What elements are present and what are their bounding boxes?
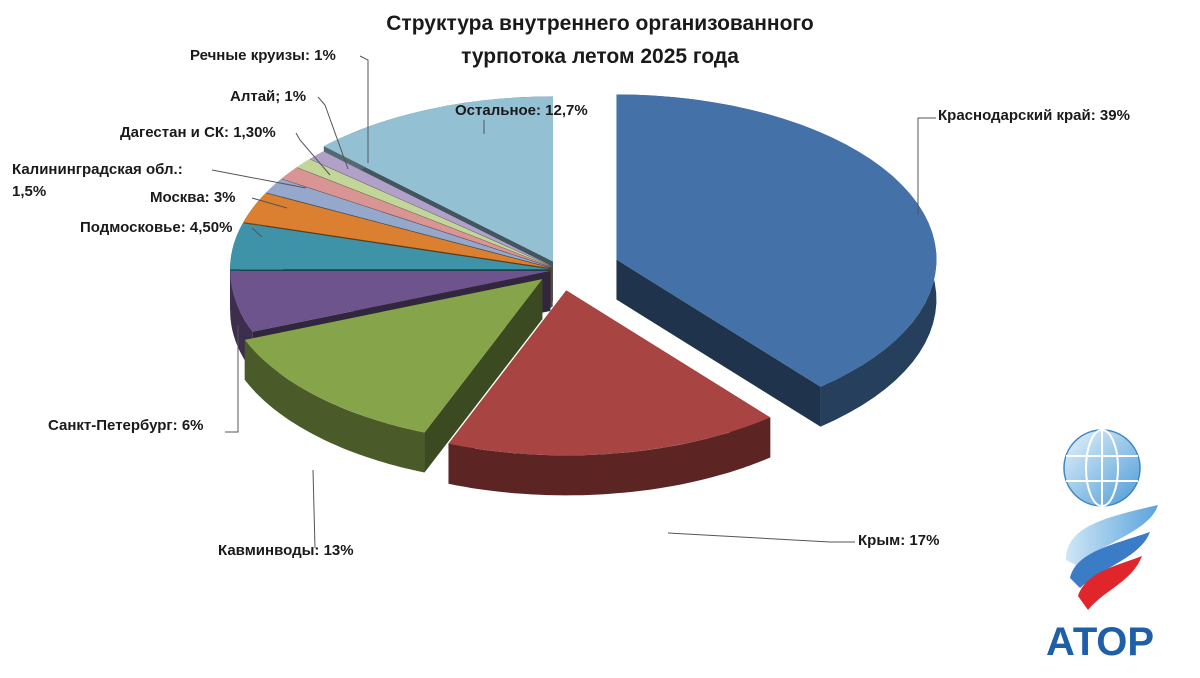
pie-slice-1 bbox=[448, 290, 771, 496]
logo-text: АТОР bbox=[1046, 620, 1154, 664]
flag-swoosh-icon bbox=[1066, 505, 1158, 610]
leader-line-3 bbox=[225, 325, 239, 433]
leader-line-6 bbox=[211, 169, 307, 189]
pie-slice-0 bbox=[616, 94, 937, 427]
slice-label-1: Крым: 17% bbox=[858, 532, 939, 549]
slice-label-2: Кавминводы: 13% bbox=[218, 542, 354, 559]
slice-label-4: Подмосковье: 4,50% bbox=[80, 219, 232, 236]
leader-line-9 bbox=[359, 55, 369, 163]
slice-label-10: Остальное: 12,7% bbox=[455, 102, 588, 119]
slice-label-3: Санкт-Петербург: 6% bbox=[48, 417, 204, 434]
leader-line-1 bbox=[667, 532, 855, 543]
globe-icon bbox=[1063, 429, 1141, 507]
leader-line-0 bbox=[917, 117, 936, 215]
ator-logo: АТОР bbox=[1046, 429, 1158, 664]
leader-line-2 bbox=[312, 469, 316, 549]
pie-slice-2 bbox=[244, 279, 543, 473]
slice-label-8: Алтай; 1% bbox=[230, 88, 306, 105]
chart-title-line-2: турпотока летом 2025 года bbox=[461, 45, 739, 68]
leader-line-8 bbox=[317, 96, 349, 170]
slice-label-5: Москва: 3% bbox=[150, 189, 236, 206]
leader-line-4 bbox=[251, 227, 263, 238]
slice-label-0: Краснодарский край: 39% bbox=[938, 107, 1130, 124]
leader-line-5 bbox=[251, 197, 288, 209]
leader-line-7 bbox=[295, 132, 331, 176]
slice-label-9: Речные круизы: 1% bbox=[190, 47, 336, 64]
slice-label-6: Калининградская обл.: 1,5% bbox=[12, 161, 183, 200]
slice-label-7: Дагестан и СК: 1,30% bbox=[120, 124, 276, 141]
chart-title-line-1: Структура внутреннего организованного bbox=[386, 12, 813, 35]
